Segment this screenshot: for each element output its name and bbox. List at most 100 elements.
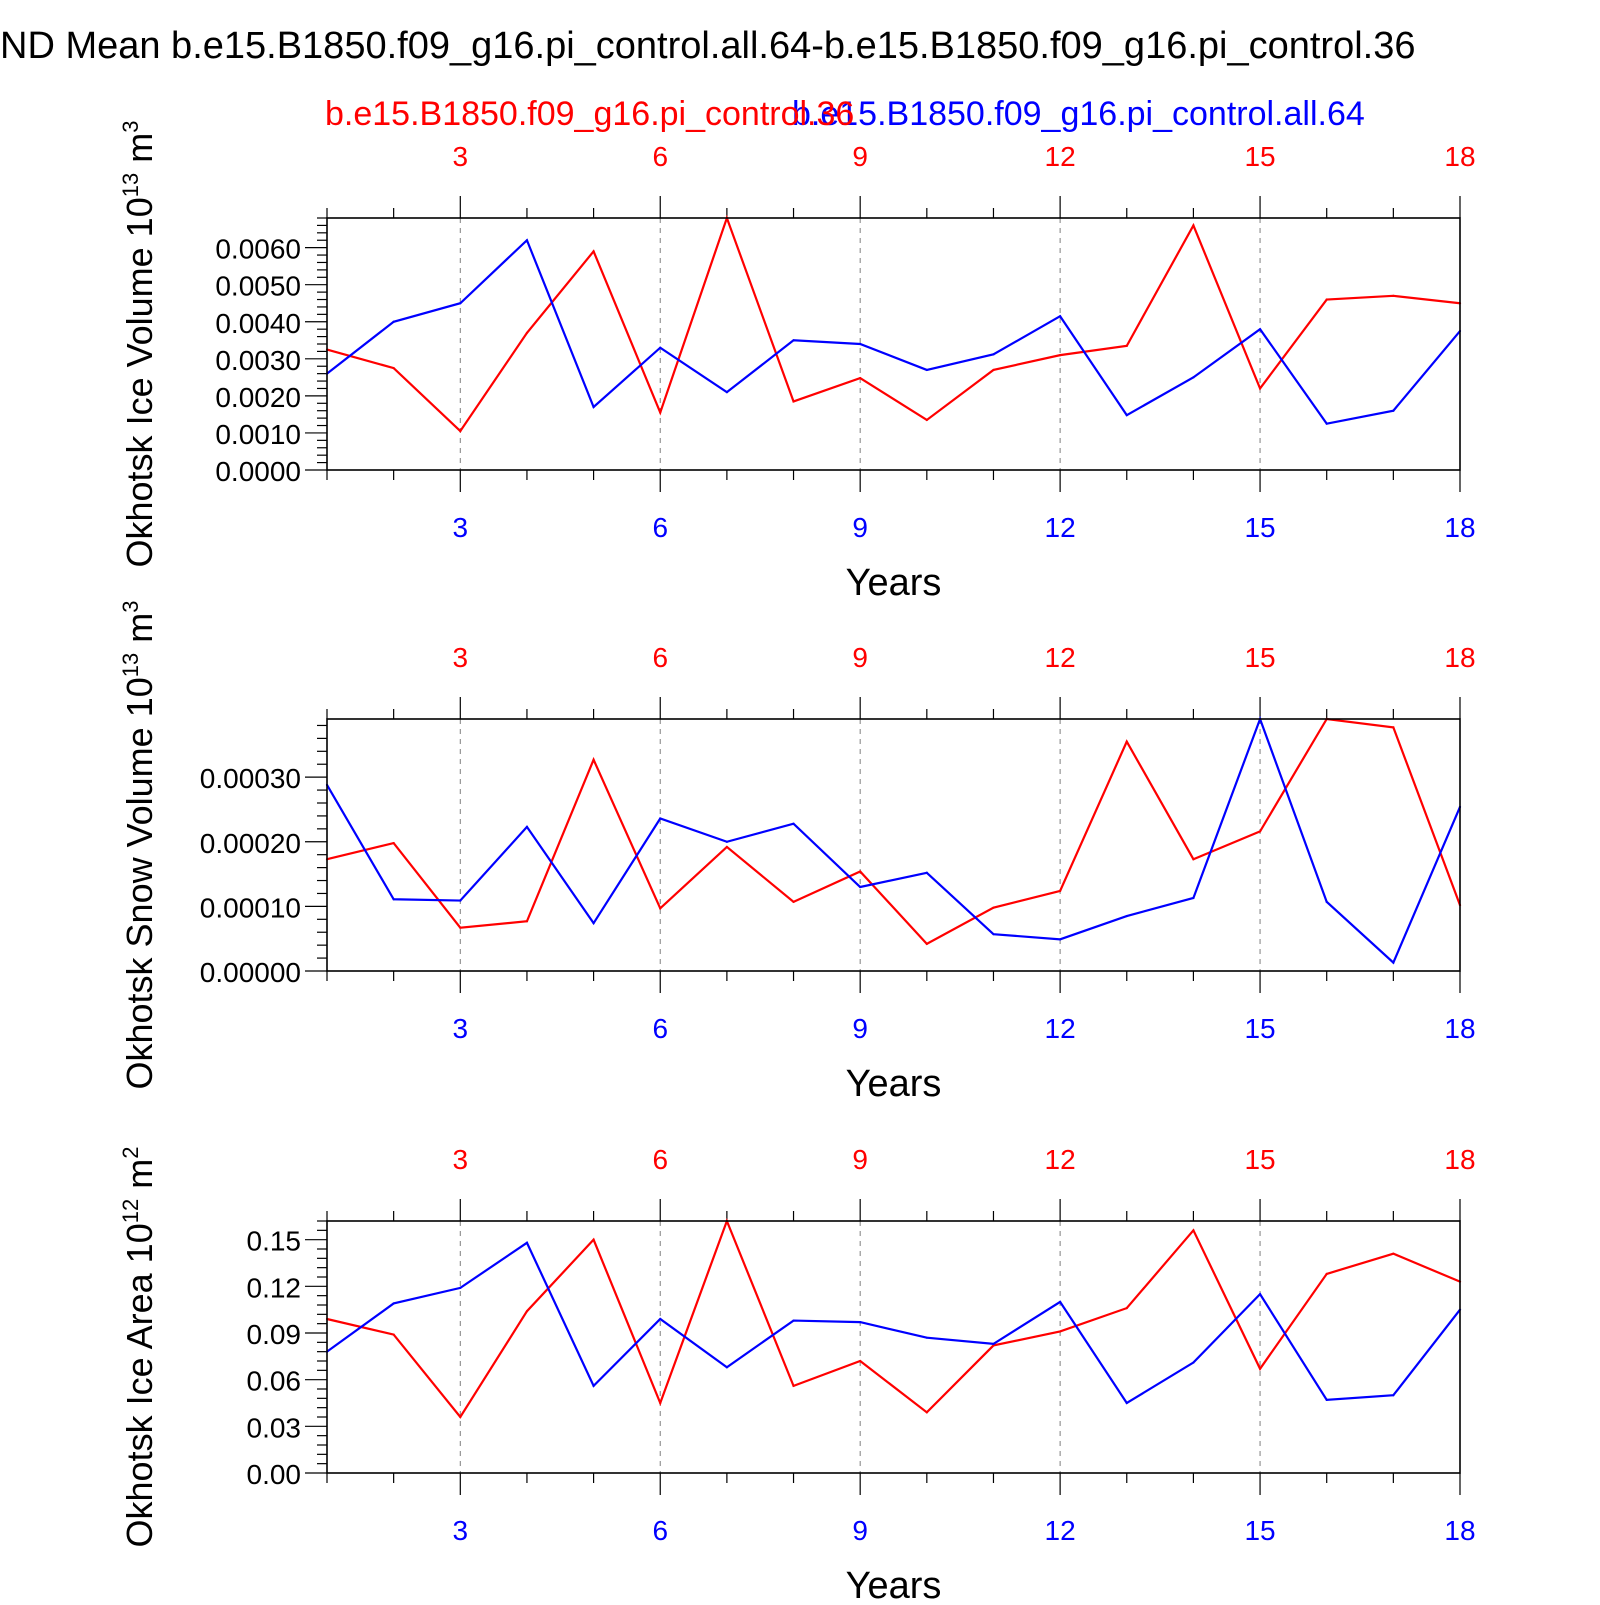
data-point-red (925, 1411, 928, 1414)
x-tick-label-bottom: 3 (453, 1515, 469, 1546)
data-point-blue (592, 405, 595, 409)
plot-frame (326, 1220, 1461, 1474)
data-point-blue (1392, 409, 1395, 412)
data-point-blue (1325, 422, 1328, 425)
x-axis-title: Years (846, 1063, 942, 1105)
y-axis-unit-power: 3 (118, 601, 143, 613)
data-point-blue (1059, 315, 1062, 318)
y-axis-unit-base: 10 (119, 677, 160, 717)
x-tick-label-top: 6 (652, 642, 668, 673)
data-point-blue (1059, 938, 1062, 941)
data-point-red (592, 758, 595, 761)
chart-panel-1: 0.0000 0.0010 0.0020 0.0030 0.0040 0.0050 0.00… (118, 121, 1476, 604)
series-line-red (326, 1217, 1461, 1419)
y-axis-unit-power: 2 (118, 1147, 143, 1159)
y-axis-title: Okhotsk Snow Volume 1013 m3 (118, 601, 160, 1090)
y-tick-label: 0.00020 (200, 828, 301, 859)
data-point-red (992, 906, 995, 909)
x-tick-label-top: 3 (453, 642, 469, 673)
y-tick-label: 0.0040 (215, 308, 301, 339)
data-point-blue (459, 1286, 462, 1289)
data-point-blue (659, 346, 662, 349)
x-tick-label-top: 18 (1444, 642, 1475, 673)
data-point-red (925, 418, 928, 422)
x-tick-label-top: 9 (852, 141, 868, 172)
data-point-red (1192, 1229, 1195, 1232)
data-point-blue (525, 1241, 529, 1244)
data-point-blue (1059, 1300, 1062, 1303)
data-point-blue (592, 922, 595, 925)
data-point-red (1059, 889, 1062, 892)
x-tick-label-top: 3 (453, 1144, 469, 1175)
y-tick-label: 0.0010 (215, 419, 301, 450)
x-tick-label-top: 15 (1244, 1144, 1275, 1175)
y-axis-unit-name: m (119, 613, 160, 643)
y-tick-label: 0.00 (247, 1459, 302, 1490)
data-point-red (1125, 1307, 1128, 1310)
y-axis-unit-power: 3 (118, 121, 143, 133)
chart-panel-2: 0.00000 0.00010 0.00020 0.00030 3 3 6 6 9 9 12 12 15… (118, 601, 1476, 1106)
x-tick-label-top: 6 (652, 1144, 668, 1175)
x-tick-label-top: 12 (1045, 642, 1076, 673)
y-tick-label: 0.09 (247, 1319, 302, 1350)
x-tick-label-bottom: 3 (453, 1013, 469, 1044)
data-point-red (1192, 224, 1195, 227)
data-point-red (1059, 354, 1062, 357)
x-tick-label-top: 9 (852, 1144, 868, 1175)
data-point-red (725, 845, 728, 849)
data-point-blue (992, 353, 995, 356)
data-point-red (392, 366, 395, 370)
data-point-red (459, 1415, 462, 1419)
data-point-red (1392, 726, 1395, 729)
data-point-blue (659, 817, 662, 820)
x-tick-label-top: 18 (1444, 1144, 1475, 1175)
data-point-blue (859, 885, 862, 889)
series-line-red (326, 717, 1462, 946)
x-tick-label-top: 9 (852, 642, 868, 673)
data-point-blue (792, 1319, 795, 1322)
data-point-red (459, 926, 462, 929)
x-tick-label-bottom: 9 (852, 512, 868, 543)
data-point-blue (1258, 328, 1262, 331)
data-point-red (525, 920, 529, 923)
data-point-blue (392, 898, 395, 901)
data-point-red (459, 429, 462, 433)
y-tick-label: 0.0000 (215, 456, 301, 487)
x-tick-label-top: 3 (453, 141, 469, 172)
data-point-blue (392, 320, 395, 323)
data-point-red (792, 1384, 795, 1387)
data-point-blue (792, 339, 795, 342)
series-line-red (326, 214, 1461, 433)
y-tick-label: 0.12 (247, 1272, 302, 1303)
x-tick-label-bottom: 6 (652, 1515, 668, 1546)
x-tick-label-top: 15 (1244, 141, 1275, 172)
data-point-red (1192, 858, 1195, 861)
series-line-blue (326, 238, 1461, 425)
y-tick-label: 0.15 (247, 1226, 302, 1257)
x-tick-label-top: 12 (1045, 141, 1076, 172)
data-point-red (925, 942, 928, 945)
plot-frame (326, 217, 1461, 471)
data-point-blue (725, 391, 728, 394)
data-point-blue (1258, 1293, 1262, 1296)
y-axis-unit-exponent: 12 (118, 1199, 143, 1223)
data-point-blue (1125, 914, 1128, 918)
x-tick-label-top: 6 (652, 141, 668, 172)
data-point-blue (1192, 376, 1195, 379)
data-point-blue (859, 1321, 862, 1324)
data-point-red (1392, 294, 1395, 297)
data-point-blue (392, 1302, 395, 1305)
data-point-red (659, 411, 662, 414)
x-tick-label-top: 15 (1244, 642, 1275, 673)
x-tick-label-bottom: 12 (1045, 1515, 1076, 1546)
data-point-blue (1125, 414, 1128, 417)
chart-panel-3: 0.00 0.03 0.06 0.09 0.12 0.15 3 3 6 6 9 9 12 12 15 15 18… (118, 1144, 1476, 1605)
data-point-blue (1325, 1398, 1328, 1401)
y-axis-unit-name: m (119, 133, 160, 163)
y-tick-label: 0.00000 (200, 957, 301, 988)
data-point-blue (1125, 1401, 1128, 1405)
x-tick-label-bottom: 6 (652, 1013, 668, 1044)
x-tick-label-bottom: 9 (852, 1515, 868, 1546)
data-point-blue (525, 825, 529, 829)
x-tick-label-bottom: 3 (453, 512, 469, 543)
